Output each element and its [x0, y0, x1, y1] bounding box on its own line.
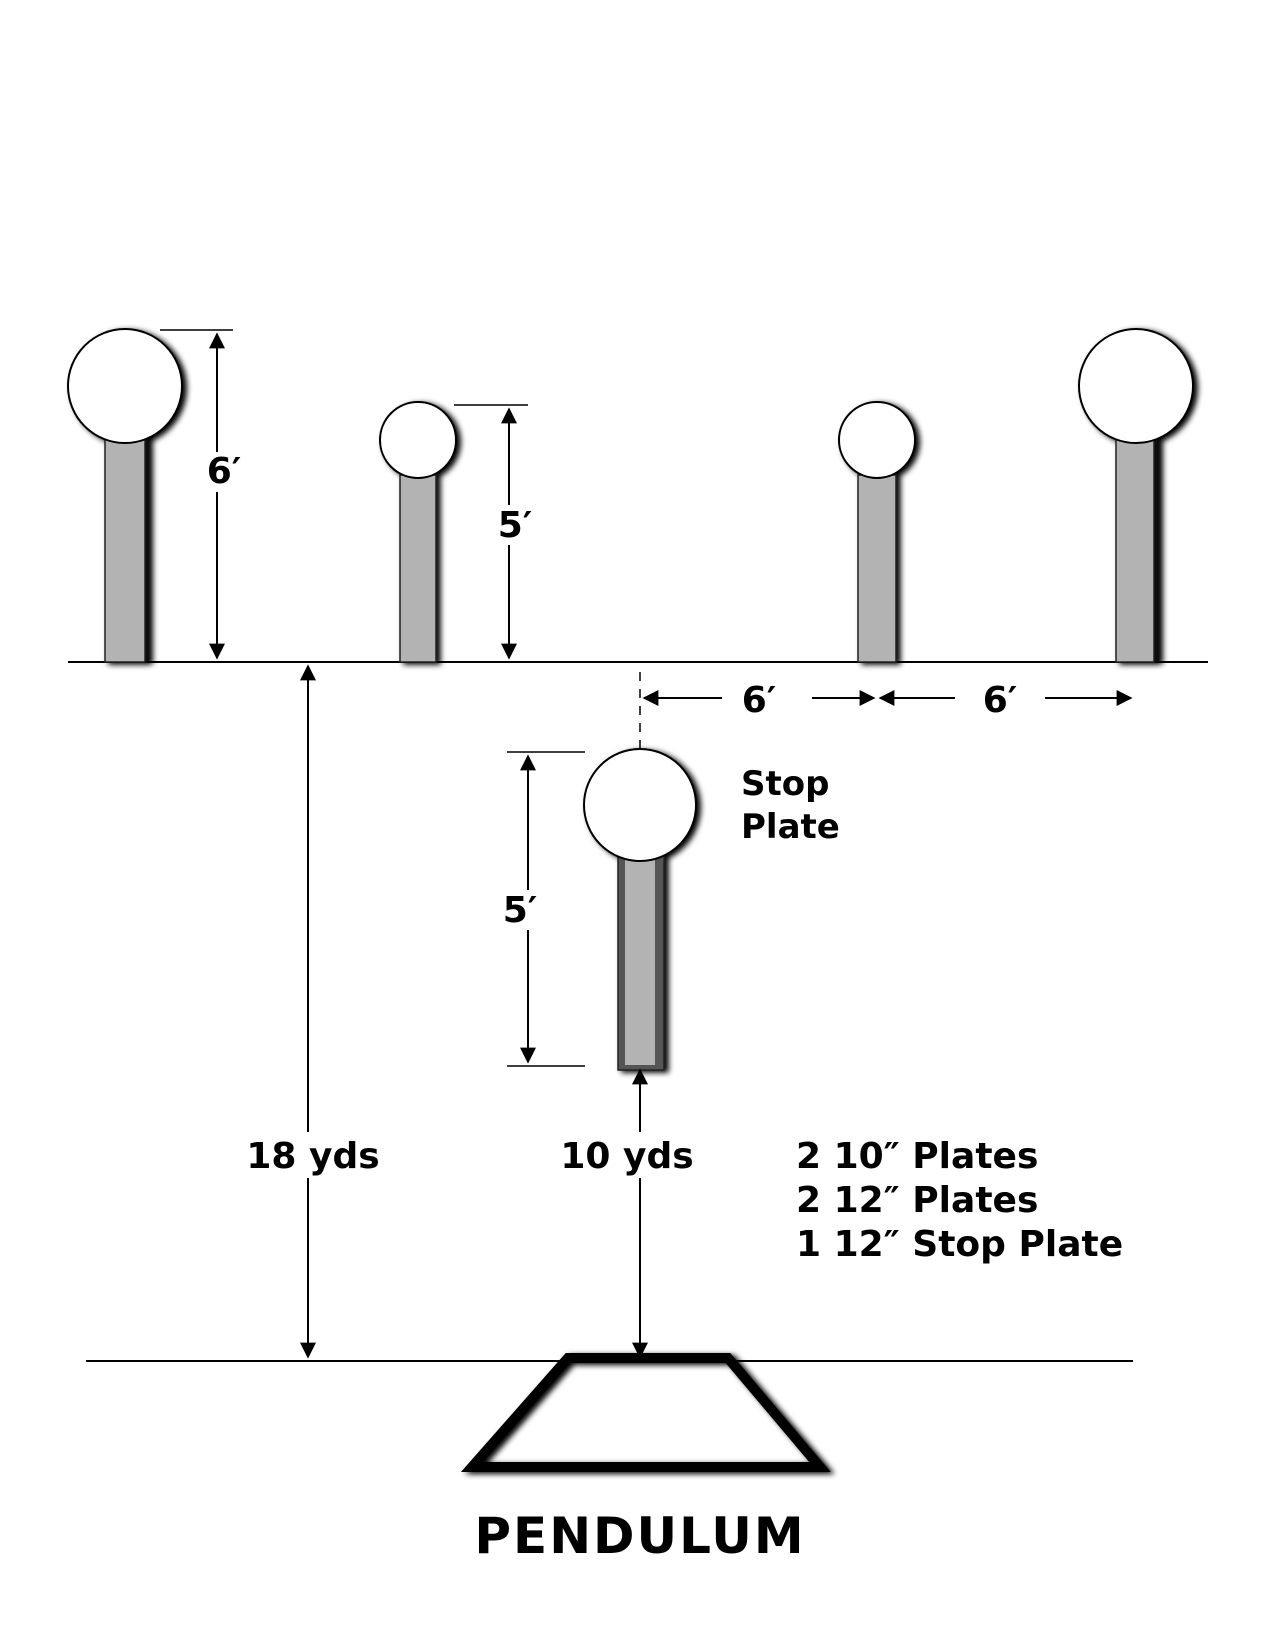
equipment-list: 2 10″ Plates 2 12″ Plates 1 12″ Stop Pla…	[796, 1136, 1123, 1265]
stop-plate-label-line-1: Stop	[741, 764, 829, 804]
height-5ft-label: 5′	[498, 505, 533, 546]
stop-plate-height-label: 5′	[503, 890, 538, 931]
equipment-list-item: 1 12″ Stop Plate	[796, 1224, 1123, 1265]
spacing-label-2: 6′	[983, 680, 1018, 721]
plate-target-4	[1078, 328, 1194, 663]
pendulum-shooting-box	[460, 1353, 831, 1472]
height-6ft-label: 6′	[207, 451, 242, 492]
spacing-label-1: 6′	[742, 680, 777, 721]
distance-10yds-label: 10 yds	[560, 1136, 693, 1177]
plate-target-2	[379, 401, 457, 663]
stop-plate-target	[583, 748, 697, 1071]
equipment-list-item: 2 12″ Plates	[796, 1180, 1038, 1221]
stop-plate-label-line-2: Plate	[741, 807, 840, 847]
equipment-list-item: 2 10″ Plates	[796, 1136, 1038, 1177]
distance-18yds-label: 18 yds	[246, 1136, 379, 1177]
plate-target-1	[67, 328, 183, 663]
plate-target-3	[838, 401, 916, 663]
stop-plate-label: Stop Plate	[741, 764, 841, 847]
stage-title: PENDULUM	[474, 1507, 805, 1565]
